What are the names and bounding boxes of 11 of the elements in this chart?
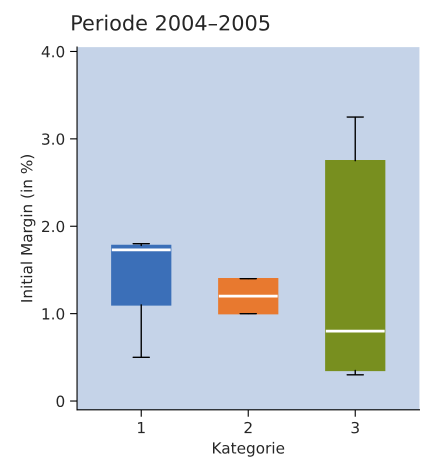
y-tick-label: 1.0: [42, 308, 64, 320]
y-tick-label: 0: [56, 395, 64, 408]
x-axis-title: Kategorie: [213, 442, 284, 457]
y-axis-title: Initial Margin (in %): [20, 155, 36, 302]
x-tick-label: 1: [138, 422, 145, 434]
y-tick-label: 3.0: [42, 133, 64, 145]
chart-title: Periode 2004–2005: [72, 14, 270, 31]
x-tick-label: 2: [244, 422, 252, 434]
y-tick-label: 4.0: [42, 46, 64, 58]
x-tick-label: 3: [352, 422, 359, 434]
y-tick-label: 2.0: [42, 220, 64, 232]
